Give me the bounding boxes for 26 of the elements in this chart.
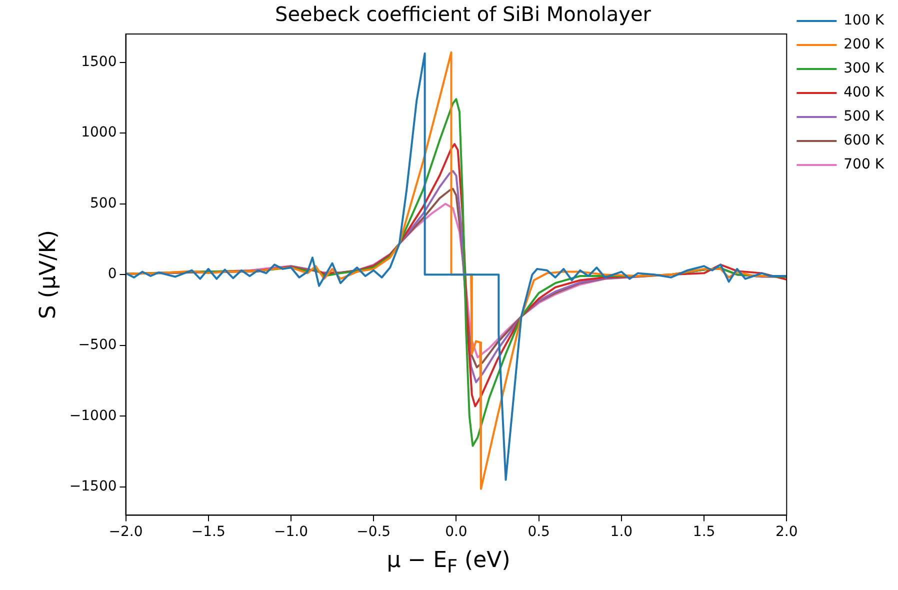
- legend-label: 600 K: [844, 132, 885, 149]
- y-axis-title: S (μV/K): [36, 230, 61, 320]
- x-tick-label: −1.5: [191, 524, 226, 540]
- y-tick-label: −1500: [69, 478, 117, 495]
- chart-title: Seebeck coefficient of SiBi Monolayer: [275, 2, 652, 26]
- x-tick-label: 1.0: [610, 524, 633, 540]
- y-tick-label: 1000: [81, 124, 117, 141]
- x-tick-label: 1.5: [692, 524, 716, 540]
- y-tick-label: 500: [90, 195, 117, 212]
- x-tick-label: −0.5: [356, 524, 391, 540]
- legend-label: 500 K: [844, 108, 885, 125]
- y-tick-label: 1500: [81, 54, 117, 70]
- x-tick-label: 0.5: [528, 524, 550, 540]
- x-axis-title: μ − E$_{F}$ (eV): [386, 548, 512, 578]
- legend-label: 200 K: [844, 36, 885, 53]
- legend-label: 400 K: [844, 84, 885, 101]
- x-tick-label: −2.0: [108, 524, 143, 540]
- legend-label: 100 K: [844, 12, 885, 29]
- legend-label: 700 K: [844, 156, 885, 173]
- x-tick-label: 0.0: [445, 524, 468, 540]
- x-tick-label: −1.0: [274, 524, 308, 540]
- y-tick-label: −1000: [69, 408, 117, 424]
- legend-label: 300 K: [844, 60, 885, 77]
- x-tick-label: 2.0: [776, 524, 798, 540]
- y-tick-label: −500: [78, 337, 117, 354]
- y-tick-label: 0: [108, 266, 117, 282]
